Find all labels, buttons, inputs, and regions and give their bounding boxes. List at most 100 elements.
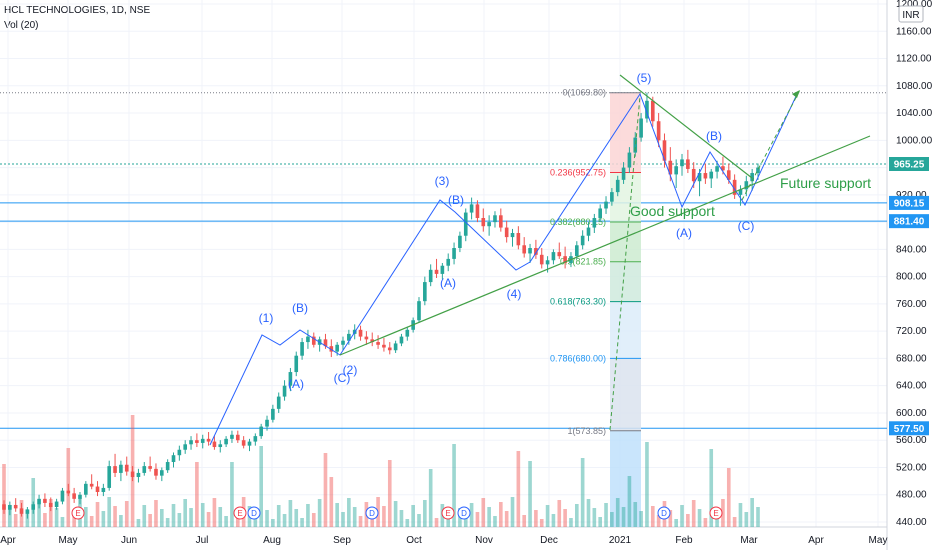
candle-body [212, 441, 217, 448]
volume-bar [423, 500, 427, 527]
event-marker-circle [709, 506, 723, 520]
event-marker: E [441, 506, 455, 520]
event-marker-label: E [445, 509, 450, 518]
y-tick-label: 520.00 [896, 462, 927, 473]
price-tag-box [889, 214, 929, 229]
volume-bar [393, 501, 398, 527]
fib-level-label: 0(1069.80) [562, 88, 606, 98]
volume-bar [697, 509, 702, 527]
volume-bar [399, 510, 404, 527]
candle-body [119, 464, 123, 473]
volume-bar [615, 498, 620, 527]
candle-body [148, 466, 152, 469]
candle-body [247, 441, 252, 446]
y-tick-label: 1160.00 [896, 26, 932, 37]
volume-bar [563, 509, 567, 527]
candle-body [686, 159, 690, 169]
volume-bar [504, 511, 509, 527]
volume-bar [276, 505, 281, 527]
candle-body [487, 222, 491, 227]
candle-body [633, 137, 638, 153]
fibonacci-retracement: 0(1069.80) 0.236(952.75) 0.382(880.15) 0.5(… [550, 88, 641, 527]
wave-label: (1) [259, 311, 274, 325]
y-tick-label: 1080.00 [896, 81, 932, 92]
event-marker-circle [365, 506, 379, 520]
volume-bar [72, 512, 76, 527]
candle-body [171, 455, 176, 463]
symbol-header: HCL TECHNOLOGIES, 1D, NSE [4, 5, 151, 16]
candle-body [160, 470, 164, 476]
candle-body [545, 260, 550, 265]
candle-body [136, 472, 141, 478]
candle-body [499, 215, 503, 228]
wave-label: (A) [676, 226, 692, 240]
candle-body [142, 466, 147, 473]
volume-bar [551, 514, 556, 527]
wave-label: (C) [334, 371, 351, 385]
candle-body [393, 343, 398, 351]
volume-bar [417, 514, 421, 527]
candle-body [282, 385, 287, 397]
candle-body [259, 426, 263, 437]
volume-bar [434, 518, 439, 527]
fib-level-label: 0.5(821.85) [560, 257, 606, 267]
candle-body [481, 218, 486, 227]
volume-bar [539, 519, 544, 527]
y-tick-label: 1120.00 [896, 54, 932, 65]
volume-bar [136, 519, 141, 527]
price-tag: 965.25 [889, 157, 929, 172]
candle-body [370, 339, 375, 343]
candle-body [738, 189, 743, 195]
candle-body [66, 490, 71, 494]
wave-label: (3) [435, 174, 450, 188]
candle-body [113, 466, 117, 473]
wave-label: (B) [706, 129, 722, 143]
volume-bar [218, 507, 223, 527]
candle-body [241, 440, 246, 446]
volume-bar [516, 451, 521, 527]
volume-bar [311, 513, 316, 527]
candle-body [177, 449, 182, 456]
volume-bar [195, 462, 199, 527]
volume-bar [317, 499, 322, 527]
event-marker-label: E [237, 509, 242, 518]
volume-bar [598, 517, 602, 527]
volume-bar [294, 509, 299, 527]
candle-body [516, 233, 521, 246]
volume-bar [604, 503, 608, 527]
volume-bar [428, 469, 433, 527]
candle-body [463, 212, 468, 236]
candle-body [54, 501, 59, 508]
candle-body [534, 248, 538, 255]
y-tick-label: 440.00 [896, 517, 927, 528]
volume-bar [680, 505, 684, 527]
volume-bar [475, 512, 480, 527]
fib-zone [610, 358, 641, 431]
candle-body [469, 204, 474, 213]
candle-body [89, 483, 94, 487]
y-tick-label: 600.00 [896, 408, 927, 419]
candle-body [744, 181, 749, 190]
wave-label: (B) [292, 301, 308, 315]
volume-bar [382, 506, 386, 527]
volume-bar [645, 442, 649, 527]
y-tick-label: 720.00 [896, 326, 927, 337]
volume-bar [347, 498, 351, 527]
candle-body [154, 468, 158, 476]
candle-body [294, 355, 299, 373]
price-tag: 577.50 [889, 421, 929, 436]
annotation-text: Good support [630, 203, 715, 219]
candle-body [165, 462, 170, 471]
candle-body [206, 438, 211, 442]
event-marker: D [657, 506, 671, 520]
trend-line-support [339, 135, 871, 356]
fib-zone [610, 430, 641, 527]
x-tick-label: Nov [475, 535, 493, 546]
candle-body [288, 372, 293, 386]
volume-bar [43, 513, 47, 527]
trend-line-resistance [619, 74, 753, 179]
y-tick-label: 640.00 [896, 381, 927, 392]
candle-body [399, 336, 404, 344]
volume-bar [639, 511, 643, 527]
